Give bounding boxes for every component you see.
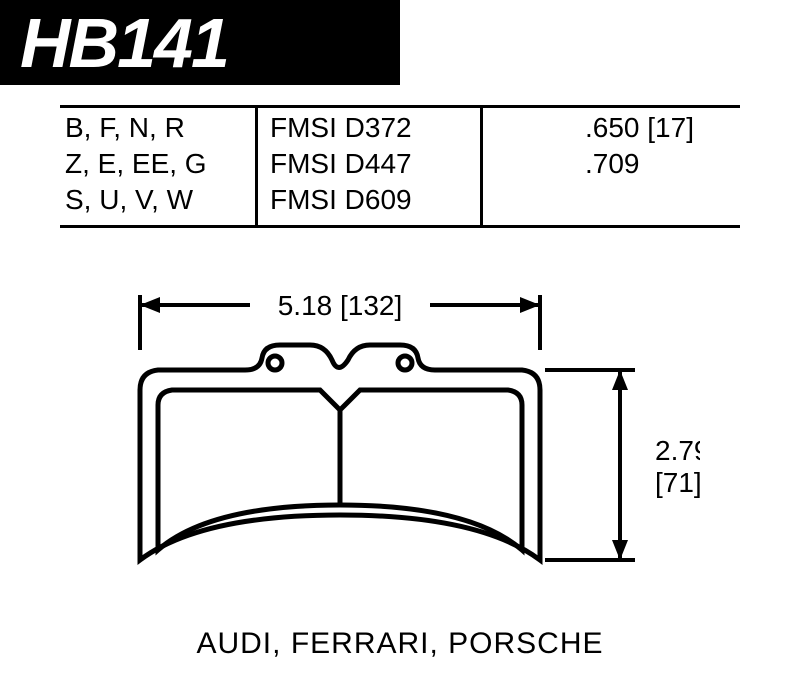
header-bar: HB141 (0, 0, 400, 85)
spec-col-3: .650 [17] .709 (585, 110, 735, 182)
width-dimension: 5.18 [132] (140, 285, 540, 350)
spec-cell: .650 [17] (585, 110, 735, 146)
diagram-svg: 5.18 [132] 2.79 [71] (100, 260, 700, 610)
spec-col-2: FMSI D372 FMSI D447 FMSI D609 (270, 110, 470, 218)
spec-cell: FMSI D372 (270, 110, 470, 146)
height-dimension: 2.79 [71] (545, 370, 700, 560)
height-label-1: 2.79 (655, 435, 700, 466)
divider-top (60, 105, 740, 108)
spec-table: B, F, N, R Z, E, EE, G S, U, V, W FMSI D… (65, 110, 735, 225)
spec-cell: FMSI D447 (270, 146, 470, 182)
spec-cell: Z, E, EE, G (65, 146, 245, 182)
page-root: HB141 B, F, N, R Z, E, EE, G S, U, V, W … (0, 0, 800, 691)
spec-cell: FMSI D609 (270, 182, 470, 218)
vehicle-fitment: AUDI, FERRARI, PORSCHE (0, 627, 800, 661)
spec-cell: S, U, V, W (65, 182, 245, 218)
divider-bottom (60, 225, 740, 228)
part-number: HB141 (20, 3, 228, 83)
width-label: 5.18 [132] (278, 290, 403, 321)
spec-col-1: B, F, N, R Z, E, EE, G S, U, V, W (65, 110, 245, 218)
spec-cell: .709 (585, 146, 735, 182)
height-label-2: [71] (655, 467, 700, 498)
brake-pad-diagram: 5.18 [132] 2.79 [71] (100, 260, 700, 610)
spec-cell: B, F, N, R (65, 110, 245, 146)
